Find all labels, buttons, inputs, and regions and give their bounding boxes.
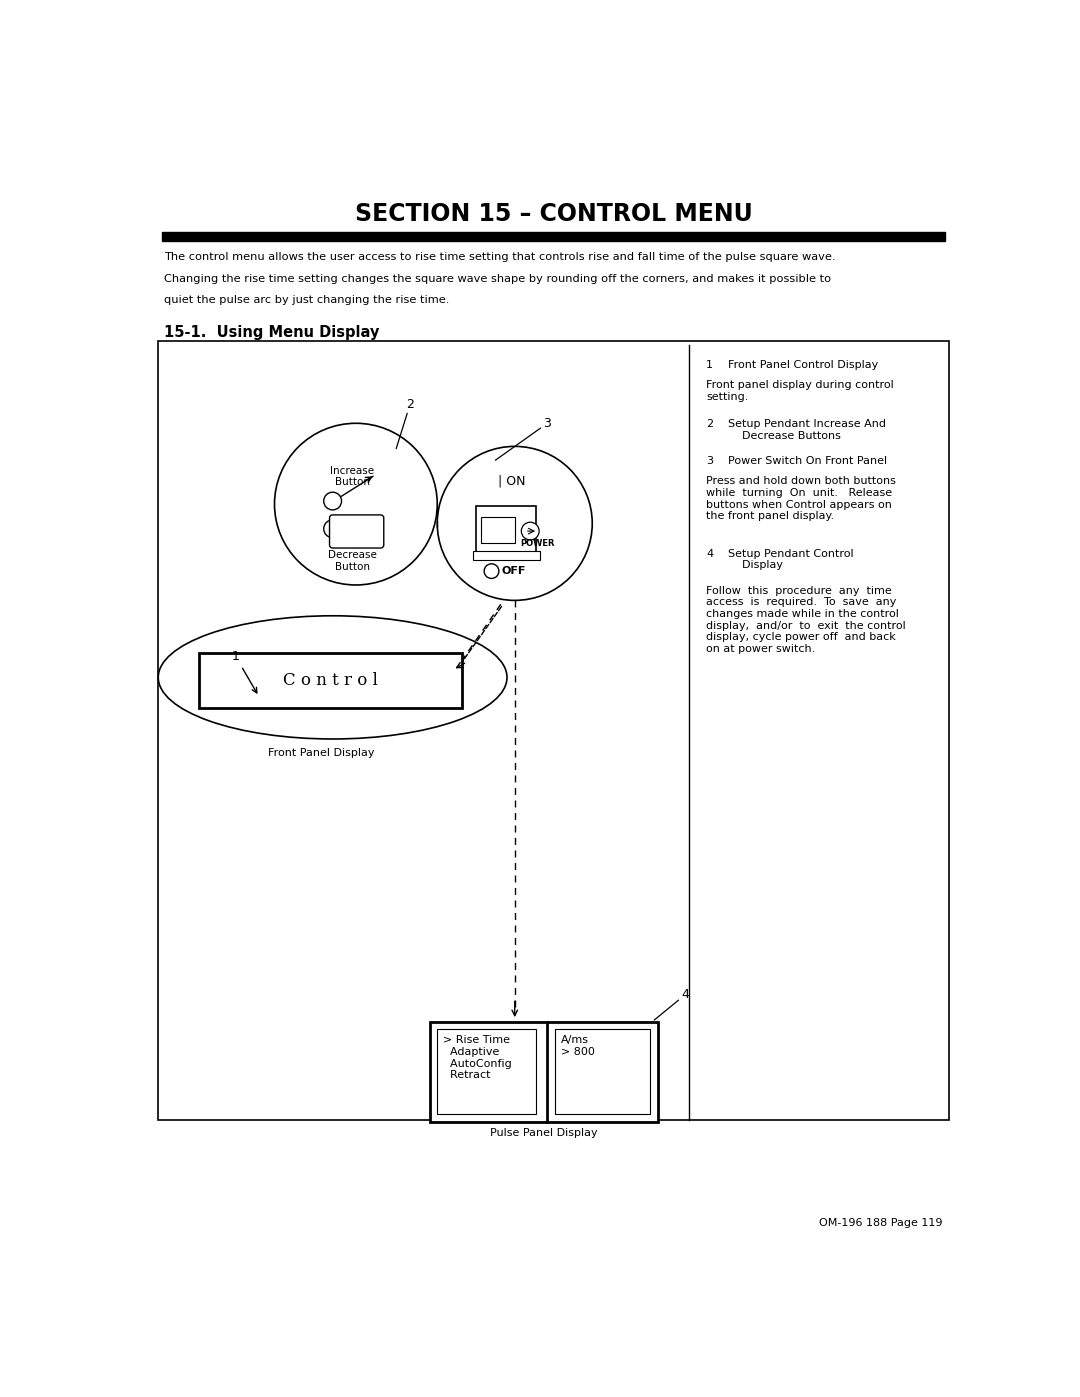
Text: 2: 2 — [706, 419, 713, 429]
Text: Decrease
Button: Decrease Button — [327, 550, 377, 571]
Text: 2: 2 — [396, 398, 414, 448]
Text: POWER: POWER — [521, 539, 555, 548]
Bar — [473, 550, 540, 560]
Circle shape — [324, 520, 341, 538]
Bar — [555, 1030, 650, 1113]
Bar — [476, 507, 537, 553]
Ellipse shape — [159, 616, 507, 739]
Text: The control menu allows the user access to rise time setting that controls rise : The control menu allows the user access … — [164, 253, 836, 263]
Text: Pulse Panel Display: Pulse Panel Display — [490, 1127, 597, 1137]
Text: Follow  this  procedure  any  time
access  is  required.  To  save  any
changes : Follow this procedure any time access is… — [706, 585, 906, 654]
Bar — [437, 1030, 537, 1113]
Circle shape — [324, 492, 341, 510]
Bar — [162, 232, 945, 240]
Text: Front panel display during control
setting.: Front panel display during control setti… — [706, 380, 894, 402]
Text: 3: 3 — [496, 416, 551, 460]
Text: C o n t r o l: C o n t r o l — [283, 672, 378, 689]
Text: | ON: | ON — [498, 475, 525, 488]
Text: 15-1.  Using Menu Display: 15-1. Using Menu Display — [164, 326, 380, 341]
Circle shape — [484, 564, 499, 578]
FancyBboxPatch shape — [329, 515, 383, 548]
Text: OM-196 188 Page 119: OM-196 188 Page 119 — [819, 1218, 943, 1228]
Text: OFF: OFF — [501, 566, 526, 576]
Text: Front Panel Control Display: Front Panel Control Display — [728, 360, 878, 370]
Text: Increase
Button: Increase Button — [329, 465, 374, 488]
Bar — [159, 341, 948, 1120]
Text: Setup Pendant Increase And
    Decrease Buttons: Setup Pendant Increase And Decrease Butt… — [728, 419, 886, 441]
Text: Changing the rise time setting changes the square wave shape by rounding off the: Changing the rise time setting changes t… — [164, 274, 832, 284]
Bar — [481, 517, 515, 543]
Bar — [199, 652, 462, 708]
Text: quiet the pulse arc by just changing the rise time.: quiet the pulse arc by just changing the… — [164, 295, 450, 306]
Text: 4: 4 — [706, 549, 713, 559]
Text: 1: 1 — [706, 360, 713, 370]
Text: > Rise Time
  Adaptive
  AutoConfig
  Retract: > Rise Time Adaptive AutoConfig Retract — [444, 1035, 512, 1080]
Text: 1: 1 — [232, 650, 257, 693]
Circle shape — [437, 447, 592, 601]
Text: Power Switch On Front Panel: Power Switch On Front Panel — [728, 457, 887, 467]
Text: 4: 4 — [654, 988, 689, 1020]
Bar — [430, 1021, 658, 1122]
Text: A/ms
> 800: A/ms > 800 — [562, 1035, 595, 1058]
Circle shape — [274, 423, 437, 585]
Text: SECTION 15 – CONTROL MENU: SECTION 15 – CONTROL MENU — [354, 203, 753, 226]
Text: Setup Pendant Control
    Display: Setup Pendant Control Display — [728, 549, 853, 570]
Text: Press and hold down both buttons
while  turning  On  unit.   Release
buttons whe: Press and hold down both buttons while t… — [706, 476, 896, 521]
Circle shape — [522, 522, 539, 539]
Text: Front Panel Display: Front Panel Display — [268, 749, 375, 759]
Text: 3: 3 — [706, 457, 713, 467]
